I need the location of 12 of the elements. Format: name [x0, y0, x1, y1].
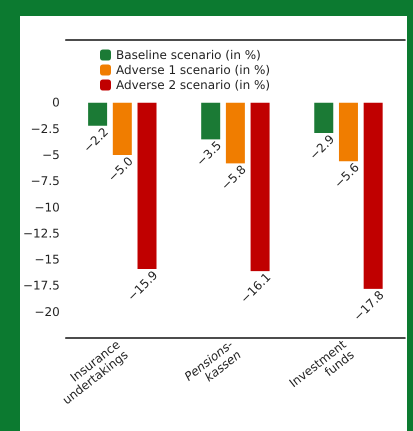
y-tick-label: −5: [42, 148, 60, 162]
y-tick-label: −7.5: [30, 174, 60, 188]
y-tick-label: −20: [34, 304, 60, 319]
legend-label: Baseline scenario (in %): [116, 48, 261, 62]
y-tick-label: −2.5: [30, 122, 60, 136]
y-tick-label: −10: [34, 200, 60, 214]
y-tick-label: −17.5: [22, 278, 60, 293]
y-tick-label: −12.5: [22, 226, 60, 240]
legend-label: Adverse 2 scenario (in %): [116, 78, 270, 92]
y-tick-label: −15: [34, 252, 60, 267]
legend-label: Adverse 1 scenario (in %): [116, 63, 270, 77]
y-tick-label: 0: [52, 96, 60, 110]
